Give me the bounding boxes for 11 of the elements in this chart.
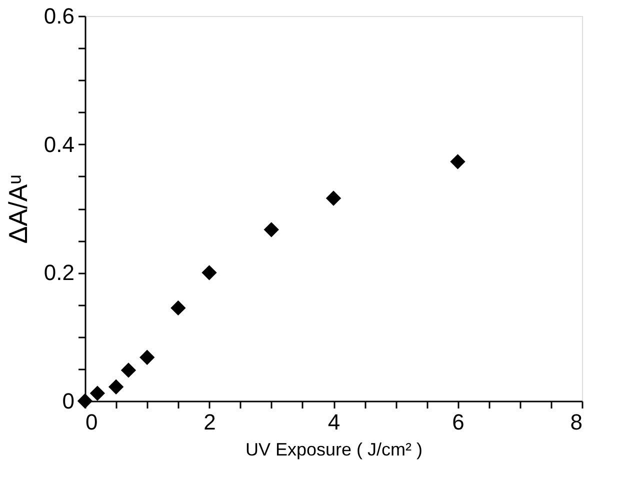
x-tick-label: 0: [86, 410, 98, 434]
y-tick-label: 0.2: [44, 260, 74, 286]
x-tick-label: 4: [328, 410, 340, 434]
y-axis-title: ΔA/Aᵘ: [2, 174, 33, 244]
y-tick-label: 0.4: [44, 132, 74, 157]
y-tick-label: 0.6: [44, 4, 74, 28]
y-tick-label: 0: [62, 388, 74, 414]
x-tick-label: 8: [570, 410, 582, 434]
x-tick-label: 2: [204, 410, 216, 434]
x-tick-label: 6: [452, 410, 464, 434]
x-axis-title: UV Exposure ( J/cm² ): [245, 440, 423, 460]
